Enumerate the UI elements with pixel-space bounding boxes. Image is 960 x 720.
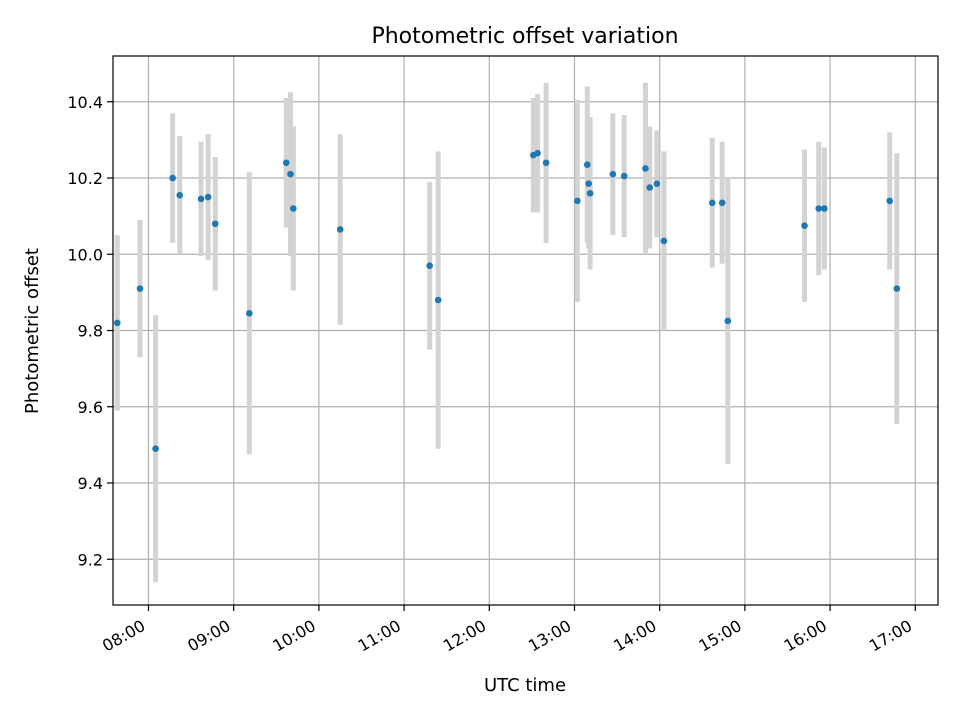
data-point [204,193,212,201]
data-point [815,205,823,212]
data-point [290,205,297,212]
data-point [583,161,591,168]
y-tick-label: 10.4 [67,93,103,112]
x-tick-label: 13:00 [525,616,574,656]
x-tick-label: 11:00 [355,616,404,656]
data-point [136,285,144,292]
x-tick-label: 08:00 [99,616,148,656]
data-point [169,174,176,182]
data-point [718,199,726,207]
x-tick-label: 09:00 [184,616,233,656]
y-tick-label: 9.4 [78,474,103,493]
data-point [821,205,828,212]
x-tick-label: 10:00 [269,616,318,656]
data-point [574,197,581,205]
grid-lines [113,56,938,605]
data-point [287,170,294,178]
x-tick-label: 12:00 [440,616,489,656]
data-point [152,445,159,452]
x-axis-label: UTC time [484,675,566,696]
data-point [585,180,592,188]
x-tick-label: 17:00 [866,616,915,656]
data-point [426,262,433,269]
x-tick-label: 14:00 [610,616,659,656]
y-tick-label: 9.6 [78,398,103,417]
y-tick-label: 10.0 [67,245,103,264]
data-point [434,296,442,304]
data-point [801,222,808,229]
data-point [246,310,253,317]
x-axis-ticks: 08:00 09:00 10:00 11:00 12:00 13:00 14:00 15:00… [99,605,916,656]
data-point [211,220,219,228]
y-tick-label: 10.2 [67,169,103,188]
data-point [708,199,716,207]
data-point [660,237,668,245]
data-point [113,319,121,327]
data-point [620,172,628,180]
data-point [282,159,290,167]
data-points [113,149,901,452]
data-point [197,195,205,203]
data-point [586,189,594,197]
data-point [646,184,654,191]
data-point [534,149,541,157]
chart-title: Photometric offset variation [371,24,678,49]
data-point [886,197,894,205]
data-point [724,317,732,325]
x-tick-label: 15:00 [695,616,744,656]
data-point [542,159,550,167]
data-point [653,180,661,188]
y-tick-label: 9.8 [78,322,103,341]
data-point [642,165,649,172]
data-point [893,285,901,292]
data-point [609,170,617,178]
data-point [336,226,344,233]
x-tick-label: 16:00 [781,616,830,656]
y-tick-label: 9.2 [78,550,103,569]
y-axis-ticks: 9.2 9.4 9.6 9.8 10.0 10.2 10.4 [67,93,113,569]
data-point [176,191,184,199]
y-axis-label: Photometric offset [22,248,43,414]
